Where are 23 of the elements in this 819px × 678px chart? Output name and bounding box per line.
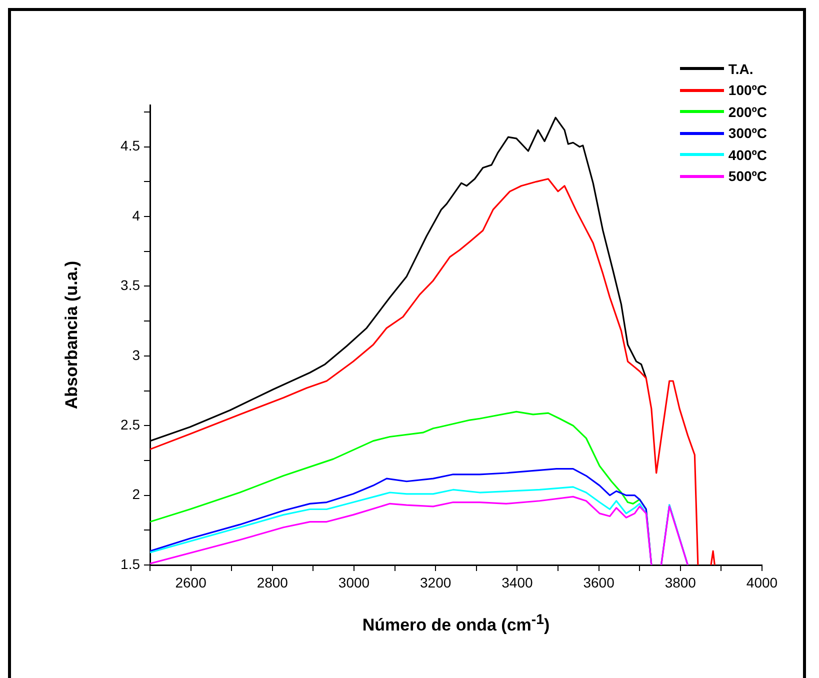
x-tick-label: 3600 (583, 574, 615, 590)
y-tick-label: 2.5 (120, 416, 140, 432)
legend-label: 400ºC (728, 146, 767, 163)
y-axis-title: Absorbancia (u.a.) (62, 260, 82, 410)
x-tick-label: 3400 (502, 574, 533, 590)
legend-label: 300ºC (728, 125, 767, 142)
x-tick-label: 2600 (175, 574, 207, 590)
x-axis-title: Número de onda (cm$^{-1}$) (361, 612, 551, 636)
x-tick-label: 4000 (746, 574, 778, 590)
x-tick-label: 3000 (338, 574, 370, 590)
legend-label: T.A. (728, 60, 754, 77)
y-tick-label: 1.5 (120, 556, 140, 572)
legend-label: 500ºC (728, 168, 767, 184)
x-tick-label: 3200 (420, 574, 452, 590)
y-tick-label: 4.5 (120, 138, 140, 154)
y-tick-label: 4 (132, 207, 140, 224)
y-tick-label: 3.5 (120, 277, 140, 294)
legend-label: 200ºC (728, 104, 767, 120)
x-tick-label: 2800 (256, 574, 288, 590)
x-tick-label: 3800 (664, 574, 696, 590)
legend-label: 100ºC (728, 82, 767, 98)
y-tick-label: 2 (132, 486, 140, 502)
y-tick-label: 3 (132, 346, 140, 363)
